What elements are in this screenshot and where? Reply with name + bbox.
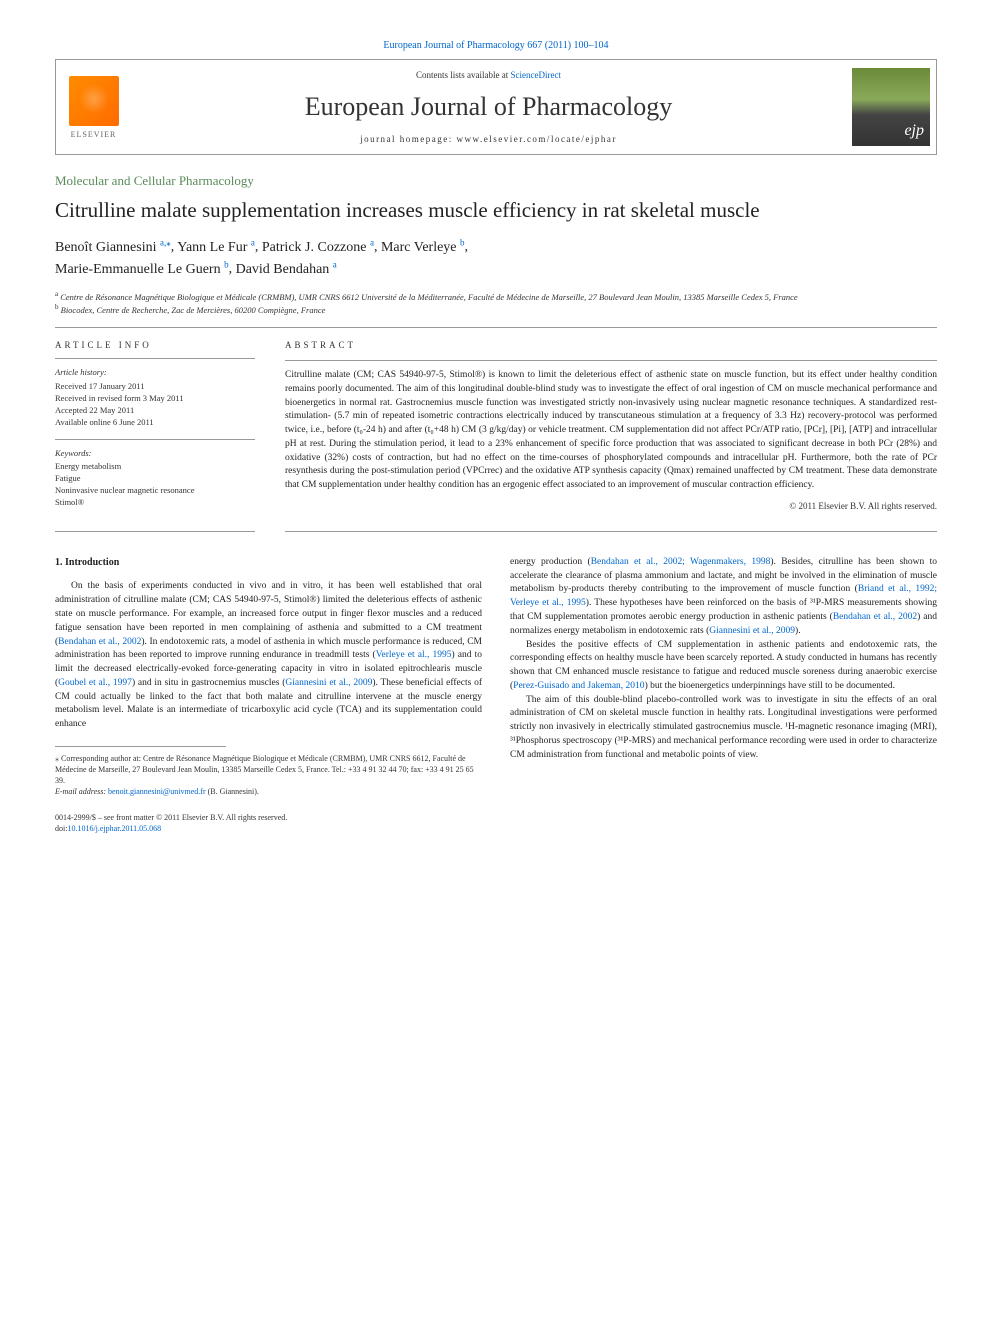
keywords-label: Keywords: bbox=[55, 448, 255, 460]
header-center: Contents lists available at ScienceDirec… bbox=[131, 60, 846, 154]
article-citation: European Journal of Pharmacology 667 (20… bbox=[55, 40, 937, 51]
contents-prefix: Contents lists available at bbox=[416, 70, 510, 80]
info-divider bbox=[55, 358, 255, 359]
keyword: Fatigue bbox=[55, 473, 255, 485]
publisher-name: ELSEVIER bbox=[71, 130, 117, 139]
doi-block: 0014-2999/$ – see front matter © 2011 El… bbox=[55, 812, 482, 834]
affiliation-b: b Biocodex, Centre de Recherche, Zac de … bbox=[55, 303, 937, 317]
publisher-logo: ELSEVIER bbox=[56, 60, 131, 154]
doi-line: doi:10.1016/j.ejphar.2011.05.068 bbox=[55, 823, 482, 834]
cover-thumbnail bbox=[852, 68, 930, 146]
abstract-copyright: © 2011 Elsevier B.V. All rights reserved… bbox=[285, 501, 937, 511]
ref-link[interactable]: Giannesini et al., 2009 bbox=[709, 626, 795, 636]
citation-link[interactable]: European Journal of Pharmacology 667 (20… bbox=[383, 40, 608, 51]
keywords-block: Keywords: Energy metabolism Fatigue Noni… bbox=[55, 448, 255, 509]
journal-header: ELSEVIER Contents lists available at Sci… bbox=[55, 59, 937, 155]
article-title: Citrulline malate supplementation increa… bbox=[55, 197, 937, 224]
ref-link[interactable]: Verleye et al., 1995 bbox=[376, 650, 452, 660]
abstract: ABSTRACT Citrulline malate (CM; CAS 5494… bbox=[285, 340, 937, 532]
intro-p3: Besides the positive effects of CM suppl… bbox=[510, 639, 937, 694]
ref-link[interactable]: Bendahan et al., 2002; Wagenmakers, 1998 bbox=[591, 557, 771, 567]
ref-link[interactable]: Goubel et al., 1997 bbox=[58, 678, 132, 688]
journal-name: European Journal of Pharmacology bbox=[151, 92, 826, 122]
ref-link[interactable]: Giannesini et al., 2009 bbox=[285, 678, 372, 688]
journal-cover bbox=[846, 60, 936, 154]
history-item: Received in revised form 3 May 2011 bbox=[55, 393, 255, 405]
homepage-line: journal homepage: www.elsevier.com/locat… bbox=[151, 134, 826, 144]
author: David Bendahan a bbox=[236, 262, 337, 277]
history-item: Accepted 22 May 2011 bbox=[55, 405, 255, 417]
section-label: Molecular and Cellular Pharmacology bbox=[55, 173, 937, 189]
intro-p1: On the basis of experiments conducted in… bbox=[55, 580, 482, 731]
column-left: 1. Introduction On the basis of experime… bbox=[55, 556, 482, 834]
author: Benoît Giannesini a,⁎ bbox=[55, 240, 171, 255]
keyword: Noninvasive nuclear magnetic resonance bbox=[55, 485, 255, 497]
article-body: 1. Introduction On the basis of experime… bbox=[55, 556, 937, 834]
abstract-text: Citrulline malate (CM; CAS 54940-97-5, S… bbox=[285, 369, 937, 493]
author: Marie-Emmanuelle Le Guern b bbox=[55, 262, 229, 277]
keyword: Energy metabolism bbox=[55, 461, 255, 473]
ref-link[interactable]: Bendahan et al., 2002 bbox=[833, 612, 917, 622]
authors-line: Benoît Giannesini a,⁎, Yann Le Fur a, Pa… bbox=[55, 236, 937, 279]
intro-p2: energy production (Bendahan et al., 2002… bbox=[510, 556, 937, 639]
footnote-divider bbox=[55, 746, 226, 747]
article-info: ARTICLE INFO Article history: Received 1… bbox=[55, 340, 255, 532]
elsevier-tree-icon bbox=[69, 76, 119, 126]
affiliations: a Centre de Résonance Magnétique Biologi… bbox=[55, 290, 937, 317]
abstract-heading: ABSTRACT bbox=[285, 340, 937, 350]
ref-link[interactable]: Perez-Guisado and Jakeman, 2010 bbox=[513, 681, 644, 691]
article-info-heading: ARTICLE INFO bbox=[55, 340, 255, 350]
info-divider bbox=[55, 439, 255, 440]
abstract-divider bbox=[285, 360, 937, 361]
corresponding-footnote: ⁎ Corresponding author at: Centre de Rés… bbox=[55, 753, 482, 787]
front-matter-line: 0014-2999/$ – see front matter © 2011 El… bbox=[55, 812, 482, 823]
intro-heading: 1. Introduction bbox=[55, 556, 482, 571]
email-footnote: E-mail address: benoit.giannesini@univme… bbox=[55, 786, 482, 797]
history-item: Available online 6 June 2011 bbox=[55, 417, 255, 429]
affiliation-a: a Centre de Résonance Magnétique Biologi… bbox=[55, 290, 937, 304]
intro-p4: The aim of this double-blind placebo-con… bbox=[510, 694, 937, 763]
email-link[interactable]: benoit.giannesini@univmed.fr bbox=[108, 787, 206, 796]
author: Yann Le Fur a bbox=[177, 240, 255, 255]
doi-link[interactable]: 10.1016/j.ejphar.2011.05.068 bbox=[67, 824, 161, 833]
ref-link[interactable]: Bendahan et al., 2002 bbox=[58, 637, 141, 647]
author: Patrick J. Cozzone a bbox=[262, 240, 374, 255]
sciencedirect-link[interactable]: ScienceDirect bbox=[511, 70, 561, 80]
keyword: Stimol® bbox=[55, 497, 255, 509]
column-right: energy production (Bendahan et al., 2002… bbox=[510, 556, 937, 834]
history-label: Article history: bbox=[55, 367, 255, 379]
contents-line: Contents lists available at ScienceDirec… bbox=[151, 70, 826, 80]
author: Marc Verleye b bbox=[381, 240, 465, 255]
article-history: Article history: Received 17 January 201… bbox=[55, 367, 255, 428]
history-item: Received 17 January 2011 bbox=[55, 381, 255, 393]
